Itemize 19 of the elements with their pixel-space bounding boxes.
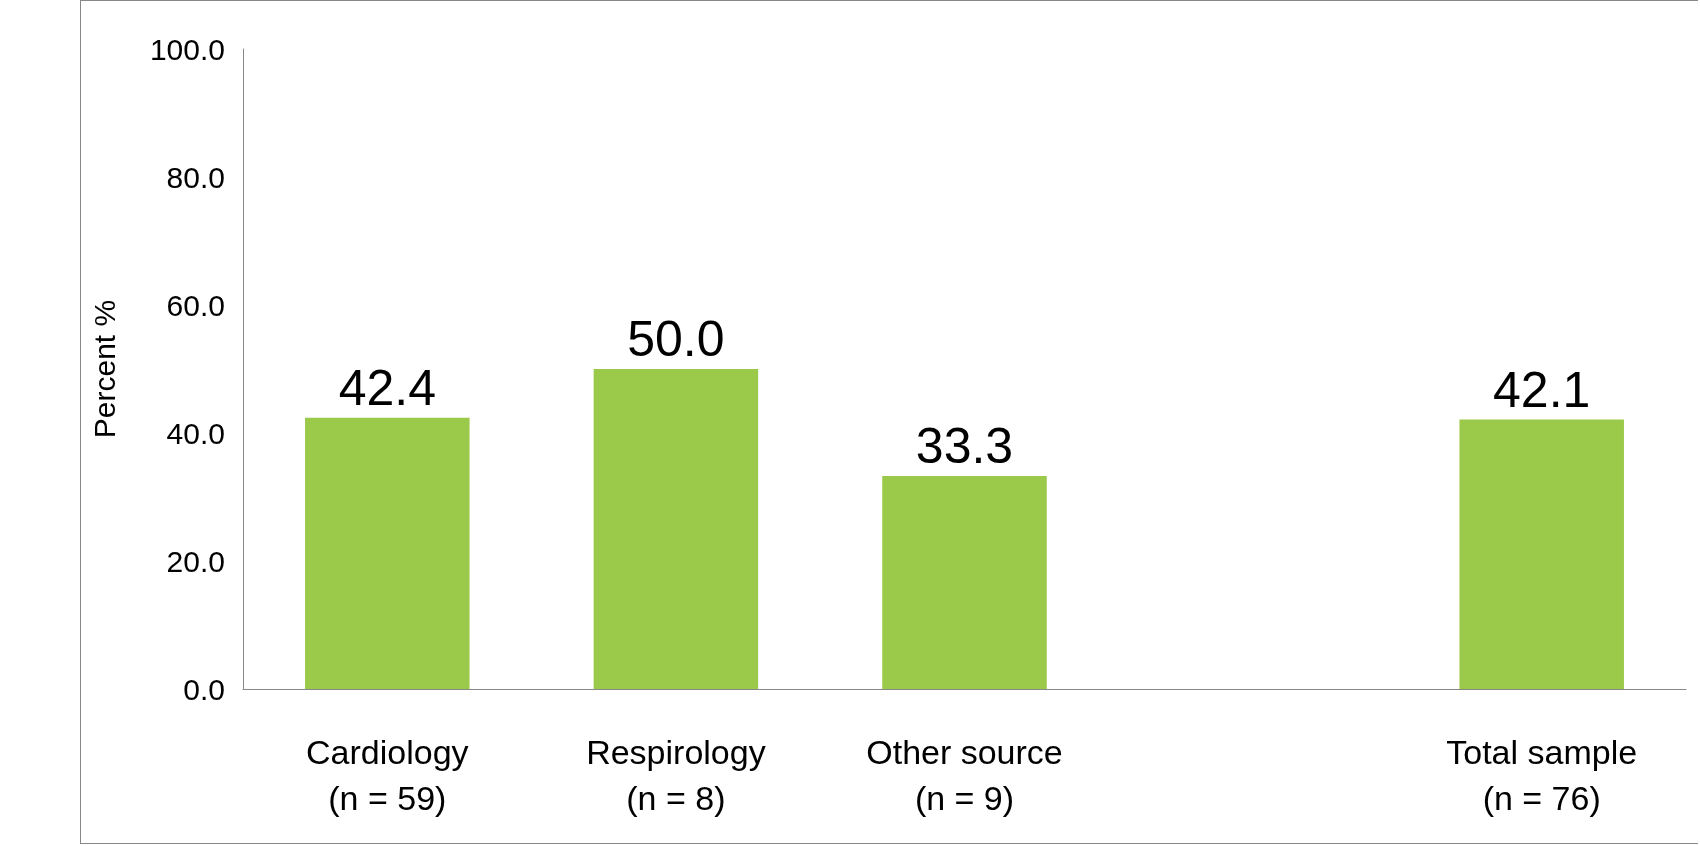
bar (593, 369, 759, 689)
data-label: 42.1 (1493, 361, 1591, 418)
y-tick-label: 0.0 (183, 672, 225, 706)
y-tick-label: 40.0 (166, 416, 225, 450)
x-tick-label: Other source (n = 9) (866, 733, 1063, 817)
data-label: 42.4 (338, 359, 436, 416)
x-tick-label: Cardiology (n = 59) (306, 733, 469, 817)
data-label: 33.3 (915, 417, 1014, 474)
y-tick-label: 80.0 (166, 160, 225, 194)
bar (882, 475, 1047, 689)
bar (305, 417, 470, 689)
x-tick-label: Total sample (n = 76) (1446, 733, 1638, 817)
y-axis-title: Percent % (87, 299, 121, 439)
bar (1459, 419, 1624, 689)
y-tick-label: 100.0 (149, 32, 225, 66)
data-label: 50.0 (627, 311, 725, 367)
x-tick-label: Respirology (n = 8) (586, 733, 766, 817)
y-tick-label: 20.0 (166, 544, 225, 578)
y-tick-label: 60.0 (166, 288, 225, 322)
